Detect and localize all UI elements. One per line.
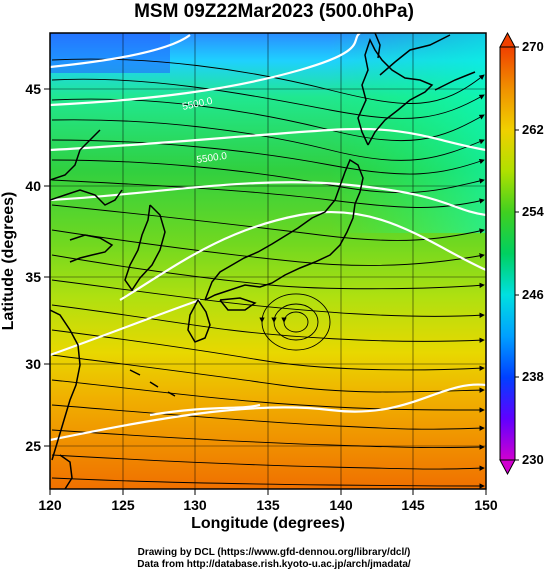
- colorbar-tick-label: 238: [522, 369, 544, 384]
- coast-china-shandong: [69, 234, 114, 263]
- colorbar-tick-label: 262: [522, 122, 544, 137]
- y-tick-label: 45: [25, 81, 41, 97]
- plot-area: 5500.0 5500.0: [50, 33, 486, 489]
- coast-siberia: [379, 34, 451, 76]
- colorbar-tick-label: 270: [522, 39, 544, 54]
- coast-japan-hokkaido: [357, 38, 434, 146]
- coast-japan-kyushu: [187, 299, 211, 343]
- coast-bohai: [50, 189, 123, 206]
- x-tick-label: 125: [111, 497, 135, 513]
- map-grid: [50, 33, 486, 489]
- x-tick-marks: [49, 489, 487, 495]
- x-tick-label: 140: [329, 497, 353, 513]
- coast-taiwan: [59, 454, 73, 489]
- x-tick-label: 130: [183, 497, 207, 513]
- coast-kuril: [434, 71, 476, 91]
- credit-data-source: Data from http://database.rish.kyoto-u.a…: [137, 559, 411, 570]
- colorbar-max-arrow: [499, 31, 516, 48]
- coastlines: [50, 33, 476, 489]
- wind-streamlines: [51, 58, 485, 489]
- y-tick-label: 35: [25, 269, 41, 285]
- y-tick-label: 25: [25, 438, 41, 454]
- y-tick-marks: [44, 88, 50, 447]
- x-tick-label: 145: [401, 497, 425, 513]
- coast-china-east: [50, 309, 81, 461]
- credit-drawing: Drawing by DCL (https://www.gfd-dennou.o…: [137, 547, 411, 558]
- chart-title: MSM 09Z22Mar2023 (500.0hPa): [134, 1, 414, 22]
- x-tick-label: 150: [474, 497, 498, 513]
- coast-japan-honshu: [204, 158, 364, 301]
- colorbar-min-arrow: [499, 459, 516, 476]
- colorbar-gradient: [499, 46, 516, 461]
- contour-label: 5500.0: [196, 151, 228, 166]
- y-axis-label: Latitude (degrees): [0, 192, 17, 331]
- colorbar: 270 262 254 246 238 230: [499, 31, 544, 476]
- colorbar-tick-label: 230: [522, 452, 544, 467]
- coast-korea: [124, 204, 166, 292]
- coast-sakhalin: [374, 33, 381, 59]
- coast-manchuria: [50, 129, 101, 181]
- cold-pool-nw: [50, 33, 170, 73]
- y-tick-label: 40: [25, 178, 41, 194]
- coast-ryukyu: [129, 369, 176, 397]
- coast-japan-shikoku: [219, 297, 257, 311]
- x-tick-label: 135: [256, 497, 280, 513]
- colorbar-tick-label: 254: [522, 204, 544, 219]
- height-contours: [50, 33, 486, 442]
- y-tick-label: 30: [25, 356, 41, 372]
- x-axis-label: Longitude (degrees): [191, 515, 345, 532]
- colorbar-tick-label: 246: [522, 287, 544, 302]
- x-tick-label: 120: [38, 497, 62, 513]
